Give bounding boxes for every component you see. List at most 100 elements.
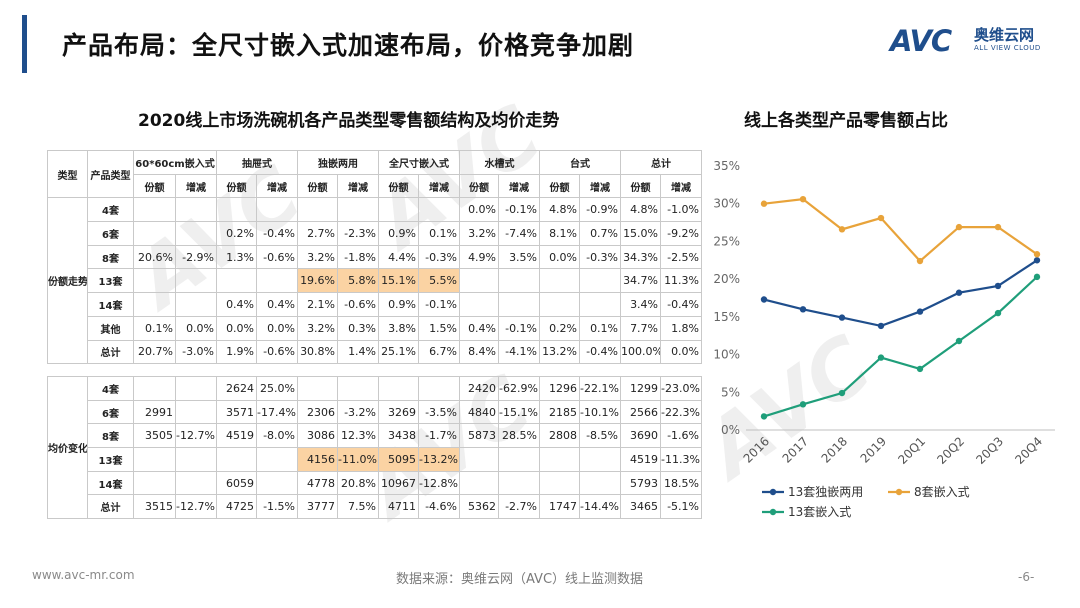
x-tick-label: 20Q1 (895, 434, 928, 467)
table-cell (256, 197, 299, 223)
page-number: -6- (1018, 570, 1035, 584)
table-cell: 4711 (378, 494, 419, 520)
row-label: 8套 (87, 244, 134, 270)
table-cell: -14.4% (579, 494, 621, 520)
table-cell: 5.8% (337, 268, 380, 294)
table-cell: 1296 (539, 376, 580, 401)
x-tick-label: 20Q2 (934, 434, 967, 467)
table-cell: 1.3% (216, 244, 258, 270)
series-line-2 (763, 276, 1038, 418)
table-cell (539, 292, 581, 317)
table-cell: 3.8% (378, 315, 420, 341)
row-label: 其他 (87, 315, 134, 341)
data-point (916, 365, 924, 373)
header-change: 增减 (174, 173, 218, 199)
table-cell: 4.9% (459, 244, 500, 270)
header-share: 份额 (133, 173, 176, 199)
table-title: 2020线上市场洗碗机各产品类型零售额结构及均价走势 (138, 111, 560, 131)
table-cell: 3.2% (297, 315, 339, 341)
table-cell: 5362 (459, 494, 499, 520)
header-change: 增减 (498, 173, 541, 199)
table-cell: -23.0% (660, 376, 702, 401)
table-cell: -4.6% (418, 494, 460, 520)
table-cell: 3505 (133, 423, 176, 449)
table-cell: 2566 (620, 399, 661, 425)
section-label-price: 均价变化 (47, 375, 88, 520)
table-cell: 0.9% (378, 221, 420, 246)
table-cell (216, 268, 258, 294)
table-cell: 2991 (133, 399, 176, 425)
table-cell (175, 376, 217, 401)
table-cell: 1299 (620, 376, 661, 401)
row-label: 13套 (87, 268, 134, 294)
header-group: 抽屉式 (216, 150, 299, 175)
row-label: 14套 (87, 470, 134, 496)
table-cell: 4.8% (539, 197, 581, 223)
data-point (877, 354, 885, 361)
table-cell (133, 197, 176, 223)
data-point (877, 214, 885, 222)
row-label: 4套 (87, 197, 134, 223)
header-change: 增减 (256, 173, 299, 199)
data-point (916, 308, 924, 315)
table-cell (133, 268, 176, 294)
table-cell: -0.1% (498, 197, 541, 223)
table-cell: 8.1% (539, 221, 581, 246)
table-cell: 0.1% (418, 221, 461, 246)
table-cell: 4725 (216, 494, 257, 520)
series-line-0 (763, 259, 1038, 328)
table-cell: 6.7% (418, 339, 461, 365)
table-cell: 2306 (297, 399, 338, 425)
table-cell: 7.7% (620, 315, 662, 341)
table-cell: -3.0% (174, 339, 218, 365)
table-cell: 3515 (133, 494, 176, 520)
table-cell (174, 197, 218, 223)
table-cell (459, 292, 500, 317)
table-cell: 0.3% (337, 315, 380, 341)
table-cell: -10.1% (579, 399, 621, 425)
table-cell: 0.4% (216, 292, 258, 317)
x-tick-label: 20Q4 (1012, 434, 1045, 467)
table-cell: 6059 (216, 470, 257, 496)
table-cell: 3086 (297, 423, 338, 449)
header-size: 产品类型 (87, 149, 134, 199)
table-cell: -1.7% (418, 423, 460, 449)
title-accent-bar (22, 15, 27, 73)
table-cell: 3.4% (620, 292, 662, 317)
table-cell: 1.9% (216, 339, 258, 365)
table-cell (418, 197, 461, 223)
y-tick-label: 20% (713, 272, 740, 286)
table-cell: 28.5% (498, 423, 540, 449)
row-label: 6套 (87, 221, 134, 246)
series-line-1 (763, 198, 1038, 263)
table-cell (498, 292, 541, 317)
data-point (1033, 257, 1041, 264)
table-cell (459, 447, 499, 472)
table-cell: 1.4% (337, 339, 380, 365)
table-cell: 12.3% (337, 423, 379, 449)
header-change: 增减 (337, 173, 380, 199)
y-tick-label: 30% (713, 197, 740, 211)
line-chart: 0%5%10%15%20%25%30%35%2016 2017 2018 2019 20… (713, 159, 1055, 519)
y-tick-label: 35% (713, 159, 740, 173)
table-cell: -3.5% (418, 399, 460, 425)
table-cell: -17.4% (256, 399, 298, 425)
table-cell (133, 470, 176, 496)
row-label: 13套 (87, 447, 134, 472)
table-cell: -12.7% (175, 423, 217, 449)
table-cell (216, 197, 258, 223)
table-cell (133, 292, 176, 317)
table-cell (378, 376, 419, 401)
table-cell: -12.7% (175, 494, 217, 520)
table-cell (498, 447, 540, 472)
table-cell: 30.8% (297, 339, 339, 365)
table-cell (539, 268, 581, 294)
table-cell: 2.1% (297, 292, 339, 317)
table-cell: -0.6% (256, 339, 299, 365)
header-share: 份额 (459, 173, 500, 199)
table-cell: 0.9% (378, 292, 420, 317)
table-cell: -0.6% (256, 244, 299, 270)
table-cell: -4.1% (498, 339, 541, 365)
price-table: 均价变化 4套 2624 25.0% 2420 -62.9% 1296 -22.1% 1299-… (47, 375, 702, 520)
table-cell: 3777 (297, 494, 338, 520)
